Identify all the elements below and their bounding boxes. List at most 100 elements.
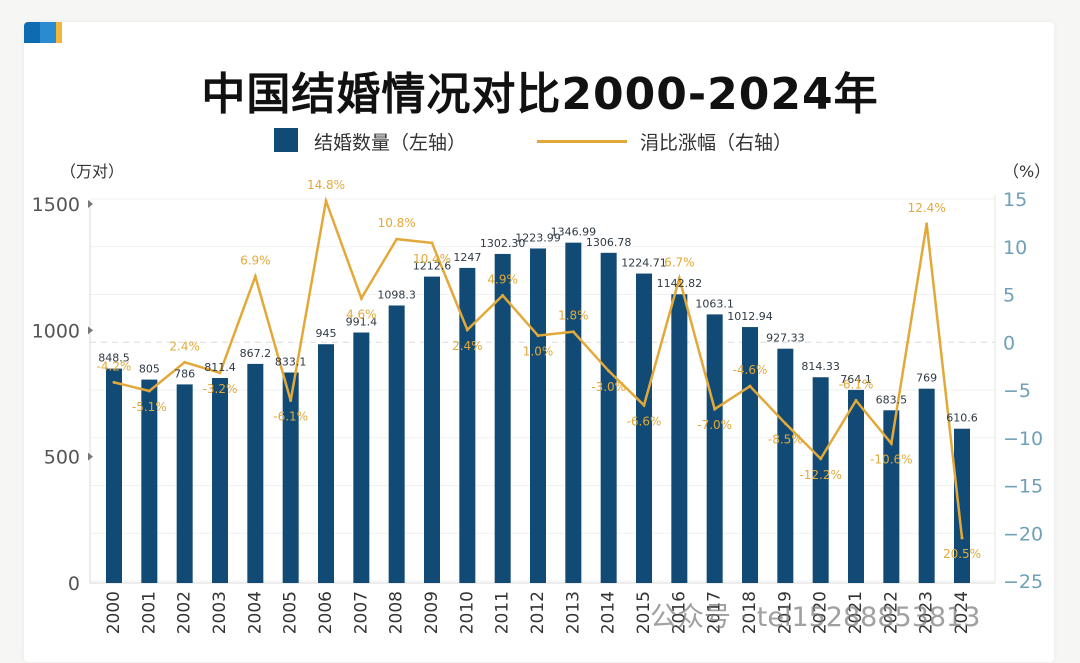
bar: [918, 388, 935, 583]
line-point: [748, 384, 752, 388]
left-axis-tick-label: 1500: [32, 194, 80, 216]
x-axis-tick-label: 2011: [493, 591, 513, 634]
line-value-label: -5.1%: [132, 400, 167, 414]
right-axis-unit: （%）: [1003, 162, 1051, 181]
x-axis-tick-label: 2005: [281, 591, 301, 634]
legend-line-label: 涓比涨幅（右轴）: [640, 132, 793, 154]
line-value-label: 14.8%: [307, 178, 345, 192]
x-axis-tick-label: 2008: [387, 591, 407, 634]
bar: [247, 363, 264, 583]
line-value-label: -4.6%: [733, 363, 768, 377]
line-value-label: 2.4%: [169, 339, 200, 353]
legend-bar-label: 结婚数量（左轴）: [314, 132, 467, 154]
right-axis-tick-label: −5: [1003, 380, 1031, 402]
line-point: [147, 389, 151, 393]
line-value-label: 12.4%: [908, 201, 946, 215]
line-point: [465, 328, 469, 332]
bar: [600, 252, 617, 583]
chart-title: 中国结婚情况对比2000-2024年: [201, 69, 879, 120]
bar: [353, 332, 370, 583]
right-axis-tick-label: −15: [1003, 476, 1043, 498]
legend-bar-swatch: [274, 128, 298, 152]
line-value-label: -10.6%: [870, 452, 912, 466]
line-point: [395, 237, 399, 241]
x-axis-tick-label: 2003: [210, 591, 230, 634]
line-value-label: 2.4%: [452, 339, 483, 353]
line-value-label: 1.0%: [523, 345, 554, 359]
bar: [388, 305, 405, 583]
line-point: [607, 369, 611, 373]
bar: [494, 253, 511, 583]
right-axis-tick-label: 10: [1003, 237, 1027, 259]
line-point: [571, 330, 575, 334]
line-point: [218, 371, 222, 375]
x-axis-tick-label: 2016: [669, 591, 689, 634]
right-axis-tick-label: −20: [1003, 523, 1043, 545]
line-value-label: -3.2%: [203, 382, 238, 396]
bar: [318, 344, 334, 583]
bar: [848, 389, 864, 583]
line-point: [925, 222, 929, 226]
bar: [424, 276, 440, 583]
x-axis-tick-label: 2007: [351, 591, 371, 634]
left-axis-tick-label: 0: [68, 573, 80, 595]
x-axis-tick-label: 2021: [846, 591, 866, 634]
bar-value-label: 1306.78: [586, 236, 632, 249]
bar: [777, 348, 794, 583]
x-axis-tick-label: 2014: [599, 591, 619, 634]
line-value-label: -12.2%: [799, 468, 841, 482]
bar-value-label: 811.4: [204, 361, 236, 374]
right-axis-tick-label: 5: [1003, 285, 1015, 307]
line-point: [430, 241, 434, 245]
legend-line-swatch: [537, 140, 627, 143]
line-point: [183, 360, 187, 364]
deco-stripe-dark-blue: [24, 22, 40, 43]
bar: [459, 267, 476, 583]
line-point: [324, 199, 328, 203]
bar: [106, 368, 122, 583]
bar-value-label: 805: [139, 363, 160, 376]
line-point: [783, 421, 787, 425]
bar: [212, 377, 228, 583]
bar: [565, 242, 582, 583]
bar-value-label: 1223.99: [515, 231, 561, 244]
line-value-label: -6.1%: [273, 410, 308, 424]
line-point: [960, 536, 964, 540]
x-axis-tick-label: 2012: [528, 591, 548, 634]
x-axis-tick-label: 2009: [422, 591, 442, 634]
x-axis-tick-label: 2013: [563, 591, 583, 634]
line-value-label: 20.5%: [943, 547, 981, 561]
x-axis-tick-label: 2006: [316, 591, 336, 634]
x-axis-tick-label: 2010: [457, 591, 477, 634]
line-point: [819, 457, 823, 461]
bar-value-label: 786: [174, 367, 195, 380]
line-value-label: 6.9%: [240, 253, 271, 267]
line-point: [642, 403, 646, 407]
line-value-label: 10.8%: [378, 216, 416, 230]
line-point: [713, 407, 717, 411]
watermark: 公众号 · tel15288853813: [650, 602, 981, 633]
bar-value-label: 1346.99: [551, 226, 597, 239]
bar-value-label: 867.2: [240, 347, 272, 360]
legend: 结婚数量（左轴） 涓比涨幅（右轴）: [0, 124, 1080, 154]
line-value-label: -8.5%: [768, 432, 803, 446]
bar-value-label: 1142.82: [657, 277, 703, 290]
bar: [141, 379, 158, 583]
x-axis-tick-label: 2000: [104, 591, 124, 634]
bar: [812, 377, 829, 583]
line-value-label: 10.4%: [413, 252, 451, 266]
line-point: [112, 380, 116, 384]
bar: [282, 372, 299, 583]
line-value-label: -6.6%: [627, 414, 662, 428]
line-value-label: -6.1%: [839, 378, 874, 392]
bar-value-label: 848.5: [98, 352, 130, 365]
bar-value-label: 927.33: [766, 332, 805, 345]
bar: [671, 294, 688, 583]
line-value-label: 1.8%: [558, 309, 589, 323]
left-axis-tick-label: 1000: [32, 320, 80, 342]
right-axis-tick-label: 0: [1003, 332, 1015, 354]
bar-value-label: 1098.3: [377, 288, 416, 301]
right-axis-tick-label: 15: [1003, 189, 1027, 211]
bar-value-label: 769: [916, 372, 937, 385]
